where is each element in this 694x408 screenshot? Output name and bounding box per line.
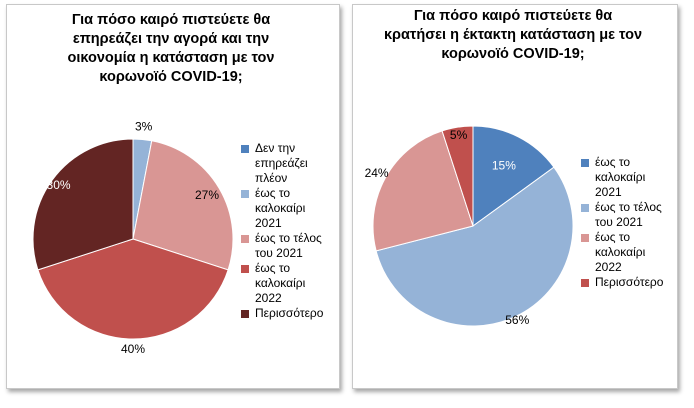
legend-swatch — [241, 145, 249, 153]
legend-label: Περισσότερο — [255, 306, 324, 320]
legend-item: έως το τέλος του 2021 — [581, 200, 677, 230]
slice-data-label: 30% — [47, 178, 71, 192]
pie-chart-emergency-duration: 15% 56% 24% 5% — [365, 125, 574, 327]
legend-item: έως το καλοκαίρι 2021 — [581, 155, 677, 200]
legend-swatch — [581, 279, 589, 287]
legend-item: έως το καλοκαίρι 2022 — [581, 230, 677, 275]
legend-swatch — [241, 235, 249, 243]
chart-title: Για πόσο καιρό πιστεύετε θα επηρεάζει τη… — [67, 12, 275, 85]
legend-label: Δεν την επηρεάζει πλέον — [255, 141, 308, 185]
legend-item: Περισσότερο — [241, 306, 337, 321]
pie-slice — [37, 238, 229, 340]
pie-slice — [441, 125, 474, 227]
legend-item: Δεν την επηρεάζει πλέον — [241, 141, 337, 186]
pie-slice — [32, 138, 134, 271]
legend-label: έως το τέλος του 2021 — [595, 200, 662, 229]
legend-item: έως το καλοκαίρι 2022 — [241, 261, 337, 306]
legend-item: Περισσότερο — [581, 275, 677, 290]
legend-item: έως το τέλος του 2021 — [241, 231, 337, 261]
legend-label: έως το καλοκαίρι 2022 — [255, 261, 306, 305]
slice-data-label: 5% — [450, 128, 468, 142]
slice-data-label: 27% — [195, 188, 219, 202]
legend-swatch — [241, 310, 249, 318]
pie-slice — [375, 166, 574, 327]
pie-chart-market-impact: 3% 27% 40% 30% — [32, 120, 234, 356]
pie-slice — [132, 140, 234, 271]
legend-swatch — [581, 234, 589, 242]
slice-data-label: 15% — [492, 158, 516, 172]
legend-swatch — [581, 159, 589, 167]
legend-swatch — [241, 265, 249, 273]
pie-slice — [472, 125, 555, 227]
slice-data-label: 3% — [135, 120, 153, 134]
legend-swatch — [581, 204, 589, 212]
legend-swatch — [241, 190, 249, 198]
legend: Δεν την επηρεάζει πλέον έως το καλοκαίρι … — [241, 141, 337, 321]
pie-slice — [372, 130, 474, 252]
legend-label: Περισσότερο — [595, 275, 664, 289]
chart-panel-market-impact: Για πόσο καιρό πιστεύετε θα επηρεάζει τη… — [6, 4, 340, 389]
legend-label: έως το τέλος του 2021 — [255, 231, 322, 260]
legend-label: έως το καλοκαίρι 2022 — [595, 230, 646, 274]
legend-label: έως το καλοκαίρι 2021 — [255, 186, 306, 230]
chart-title: Για πόσο καιρό πιστεύετε θα κρατήσει η έ… — [383, 8, 643, 62]
chart-panel-emergency-duration: Για πόσο καιρό πιστεύετε θα κρατήσει η έ… — [352, 4, 678, 389]
slice-data-label: 40% — [121, 342, 145, 356]
slice-data-label: 24% — [365, 166, 389, 180]
legend-item: έως το καλοκαίρι 2021 — [241, 186, 337, 231]
legend-label: έως το καλοκαίρι 2021 — [595, 155, 646, 199]
legend: έως το καλοκαίρι 2021 έως το τέλος του 20… — [581, 155, 677, 290]
slice-data-label: 56% — [505, 313, 529, 327]
